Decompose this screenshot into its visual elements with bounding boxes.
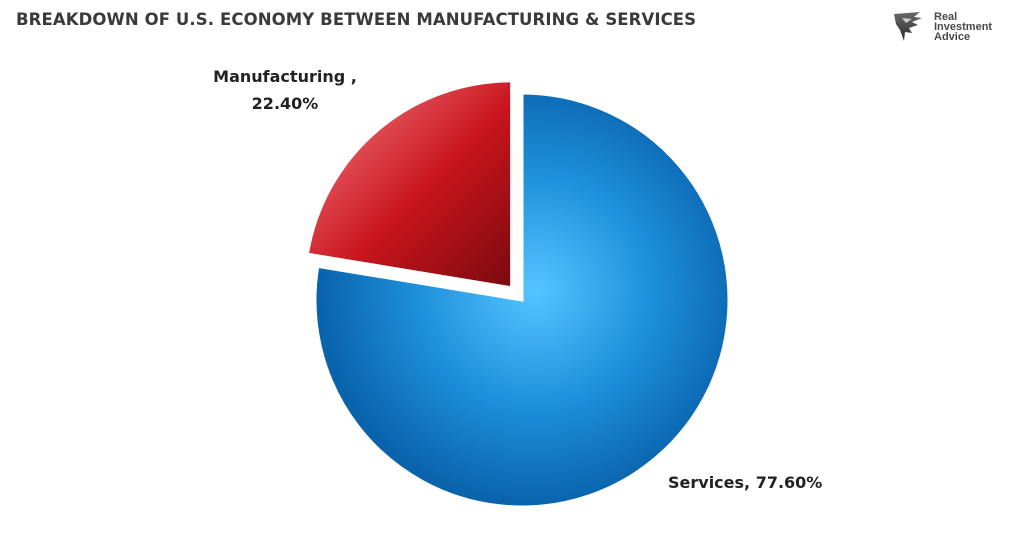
logo-line-1: Real [934, 11, 958, 23]
logo-text: Real Investment Advice [934, 11, 993, 43]
pie-slice-manufacturing [305, 79, 514, 290]
logo-line-3: Advice [934, 31, 971, 43]
chart-title: BREAKDOWN OF U.S. ECONOMY BETWEEN MANUFA… [16, 10, 697, 29]
pie-slice-services [313, 91, 731, 509]
data-label-services: Services, 77.60% [668, 473, 822, 492]
logo-line-2: Investment [934, 21, 993, 33]
eagle-icon [894, 12, 922, 41]
data-label-manufacturing: Manufacturing , 22.40% [213, 67, 357, 113]
brand-logo: Real Investment Advice [890, 6, 1024, 52]
